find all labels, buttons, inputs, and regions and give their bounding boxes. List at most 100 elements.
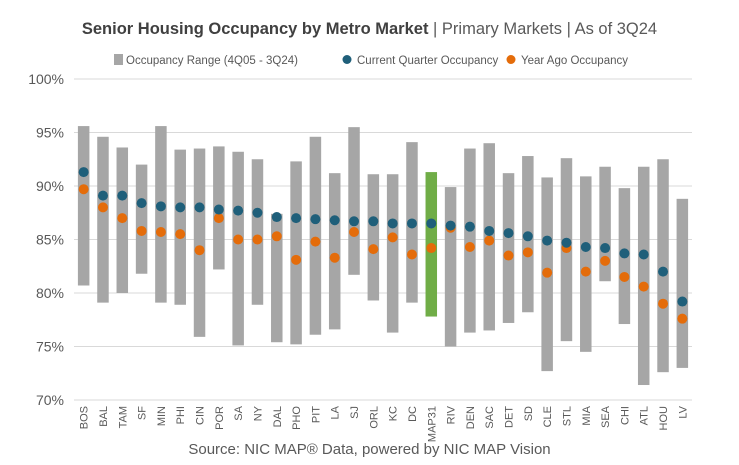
y-tick-label: 80% [36,285,64,301]
yearago-dot-bal [97,202,108,213]
x-axis: BOS BAL TAM SF MIN PHI CIN POR SA NY DAL PHO PIT LA SJ… [79,405,690,442]
x-tick-label-kc: KC [388,406,400,421]
yearago-dot-pho [291,254,302,265]
current-dot-hou [658,266,669,277]
yearago-dot-dal [271,231,282,242]
x-tick-label-cle: CLE [542,406,554,427]
x-tick-label-dc: DC [407,406,419,422]
x-tick-label-map31: MAP31 [426,406,438,442]
range-bar-bal [97,136,109,303]
range-bar-bos [77,126,90,286]
x-tick-label-cin: CIN [195,406,207,425]
y-tick-label: 70% [36,392,64,408]
x-tick-label-dal: DAL [272,406,284,427]
chart-title-date: As of 3Q24 [574,20,658,38]
current-dot-min [155,201,166,212]
x-tick-label-chi: CHI [619,406,631,425]
yearago-dot-sf [136,225,147,236]
x-tick-label-pit: PIT [310,406,322,423]
current-dot-den [464,221,475,232]
range-bar-sj [348,127,360,275]
current-dot-cle [542,235,553,246]
range-bar-den [464,148,476,333]
yearago-dot-min [155,227,166,238]
current-dot-sea [600,243,611,254]
x-tick-label-por: POR [214,406,226,430]
yearago-dot-tam [117,213,128,224]
x-tick-label-sa: SA [233,405,245,420]
yearago-dot-sj [349,227,360,238]
range-bar-lv [676,198,689,368]
legend-current-marker [342,55,352,64]
current-dot-pho [291,213,302,224]
yearago-dot-orl [368,244,379,255]
yearago-dot-phi [175,229,186,240]
legend-current-label: Current Quarter Occupancy [357,55,499,67]
x-tick-label-sac: SAC [484,406,496,429]
legend-yearago-label: Year Ago Occupancy [521,55,628,67]
range-bar-sa [232,151,244,346]
yearago-dot-kc [387,232,398,243]
yearago-dot-sac [484,235,495,246]
current-dot-sd [522,231,533,242]
y-tick-label: 90% [36,178,64,194]
current-dot-chi [619,248,630,259]
range-bar-pit [309,136,322,335]
current-dot-riv [445,220,456,231]
legend-range-label: Occupancy Range (4Q05 - 3Q24) [126,55,298,67]
x-tick-label-phi: PHI [175,406,187,424]
current-dot-dc [406,218,417,229]
range-bar-riv [444,187,457,347]
x-tick-label-min: MIN [156,406,168,426]
current-dot-sf [136,198,147,209]
chart-title-main: Senior Housing Occupancy by Metro Market [81,20,429,38]
current-dot-tam [117,190,128,201]
yearago-dot-bos [78,184,89,195]
yearago-dot-sd [522,247,533,258]
x-tick-label-sd: SD [523,406,535,421]
current-dot-cin [194,202,205,213]
x-tick-label-atl: ATL [639,406,651,425]
yearago-dot-pit [310,236,321,247]
y-tick-label: 75% [36,339,64,355]
current-dot-bal [97,190,108,201]
range-bar-phi [174,149,186,305]
yearago-dot-atl [638,281,649,292]
y-tick-label: 95% [36,125,64,141]
current-dot-sa [233,205,244,216]
legend-range-swatch [114,54,123,65]
yearago-dot-sa [233,234,244,245]
current-dot-lv [677,296,688,307]
yearago-dot-sea [600,255,611,266]
yearago-dot-lv [677,313,688,324]
yearago-dot-cin [194,245,205,256]
yearago-dot-den [464,241,475,252]
x-tick-label-tam: TAM [117,406,129,428]
x-tick-label-bal: BAL [98,406,110,427]
current-dot-stl [561,237,572,248]
range-bar-dal [271,213,283,343]
y-axis: 100% 95% 90% 85% 80% 75% 70% [28,71,64,408]
range-bar-kc [386,174,399,333]
chart-title-scope: Primary Markets [441,20,563,38]
range-bar-sea [599,166,611,282]
range-bar-atl [637,166,650,386]
range-bar-ny [251,159,264,305]
x-tick-label-riv: RIV [446,405,458,424]
x-tick-label-sj: SJ [349,406,361,419]
y-tick-label: 85% [36,232,64,248]
range-bar-la [328,173,341,330]
yearago-dot-dc [406,249,417,260]
x-tick-label-pho: PHO [291,406,303,430]
chart-title: Senior Housing Occupancy by Metro Market… [0,20,739,39]
current-dot-kc [387,218,398,229]
current-dot-det [503,228,514,239]
x-tick-label-ny: NY [252,405,264,421]
current-dot-ny [252,207,263,218]
range-bar-sf [135,164,148,274]
current-dot-phi [175,202,186,213]
x-tick-label-sf: SF [137,406,149,420]
current-dot-mia [580,241,591,252]
title-separator-1: | [428,20,442,38]
